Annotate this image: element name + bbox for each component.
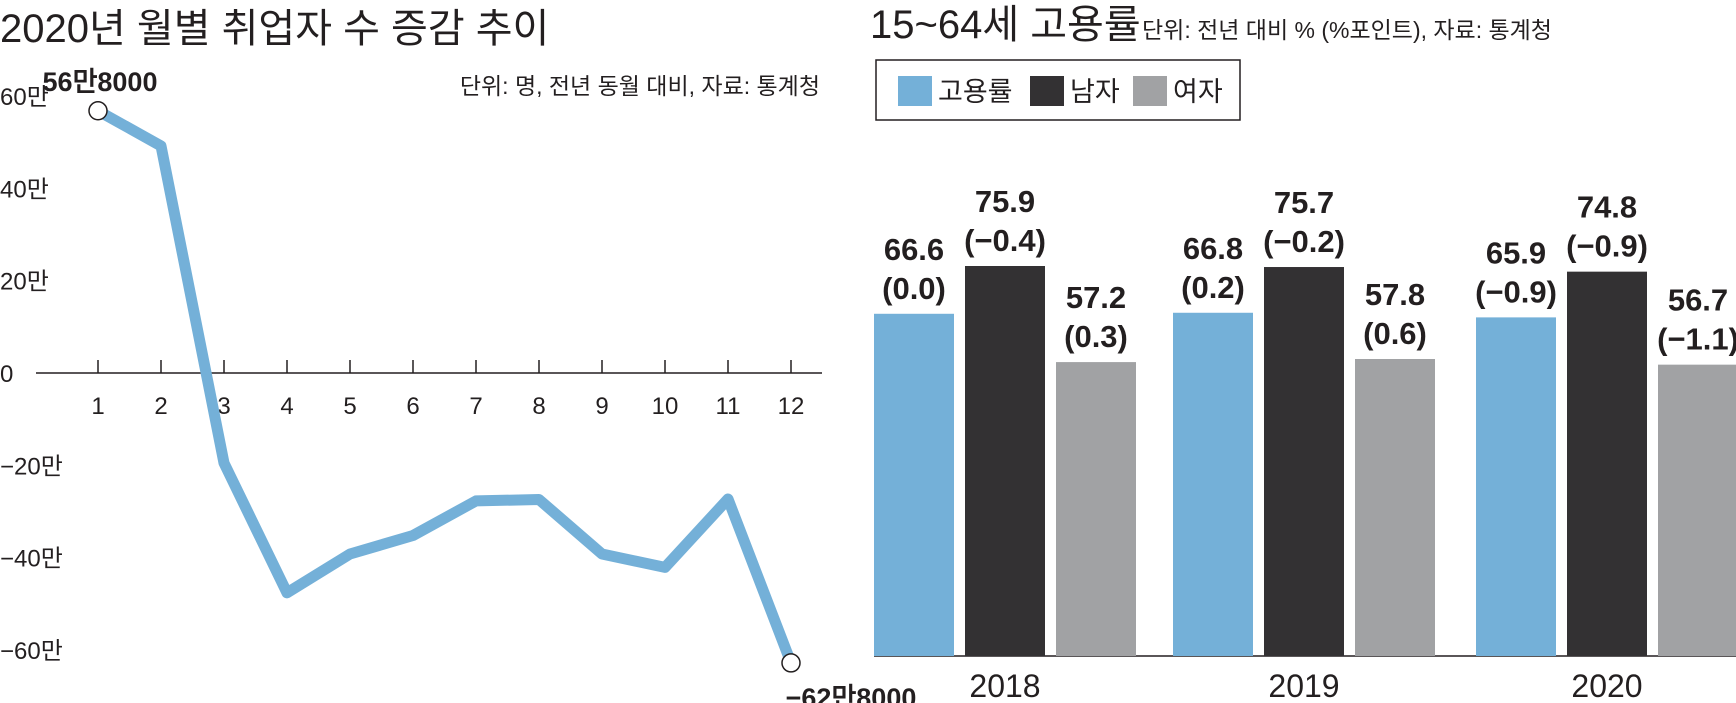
- bar: [874, 313, 954, 656]
- y-tick-label: −60만: [0, 638, 63, 665]
- line-chart-endpoint-markers: [88, 101, 801, 673]
- y-tick-label: 60만: [0, 84, 49, 111]
- x-tick-label: 9: [595, 393, 608, 420]
- x-tick-label: 3: [217, 393, 230, 420]
- y-tick-label: −40만: [0, 546, 63, 573]
- x-tick-label: 7: [469, 393, 482, 420]
- x-tick-label: 11: [716, 393, 741, 420]
- y-tick-label: 40만: [0, 176, 49, 203]
- bar: [1567, 271, 1647, 656]
- bar-chart-title: 15~64세 고용률: [870, 3, 1141, 47]
- line-chart-subtitle: 단위: 명, 전년 동월 대비, 자료: 통계청: [460, 73, 820, 99]
- legend-label: 고용률: [938, 77, 1013, 107]
- y-tick-label: 0: [0, 361, 13, 388]
- bar: [1264, 267, 1344, 656]
- bar-change-label: (0.3): [1064, 319, 1128, 354]
- legend-swatch: [898, 76, 932, 106]
- y-tick-label: −20만: [0, 453, 63, 480]
- x-tick-label: 8: [532, 393, 545, 420]
- bar: [1476, 317, 1556, 656]
- bar-value-label: 56.7: [1668, 283, 1728, 318]
- bar-value-label: 75.9: [975, 184, 1035, 219]
- category-label: 2020: [1571, 668, 1642, 703]
- bar-change-label: (−0.4): [964, 223, 1046, 258]
- bar-value-label: 75.7: [1274, 185, 1334, 220]
- line-chart: 2020년 월별 취업자 수 증감 추이 단위: 명, 전년 동월 대비, 자료…: [0, 7, 916, 703]
- bar-chart-legend: 고용률 남자 여자: [875, 59, 1241, 121]
- bar: [1658, 364, 1736, 656]
- y-tick-label: 20만: [0, 269, 49, 296]
- line-chart-title: 2020년 월별 취업자 수 증감 추이: [0, 7, 549, 51]
- bar: [1056, 362, 1136, 656]
- bar-value-label: 65.9: [1486, 235, 1546, 270]
- x-tick-label: 5: [343, 393, 356, 420]
- bar: [1355, 359, 1435, 656]
- bar-value-label: 57.2: [1066, 280, 1126, 315]
- endpoint-marker: [88, 101, 108, 121]
- bar-chart-bars: 66.6 (0.0) 75.9 (−0.4) 57.2 (0.3) 66.8 (0.2) 75.…: [874, 184, 1736, 656]
- bar-change-label: (−1.1): [1657, 322, 1736, 357]
- value-annotation: −62만8000: [786, 683, 917, 703]
- bar-change-label: (0.2): [1181, 270, 1245, 305]
- series-line: [92, 105, 797, 669]
- bar: [1173, 312, 1253, 656]
- x-tick-label: 12: [778, 393, 805, 420]
- bar-change-label: (0.0): [882, 271, 946, 306]
- x-tick-label: 6: [406, 393, 419, 420]
- x-tick-label: 4: [280, 393, 293, 420]
- x-tick-label: 10: [652, 393, 679, 420]
- bar-value-label: 57.8: [1365, 277, 1425, 312]
- bar-chart: 15~64세 고용률 단위: 전년 대비 % (%포인트), 자료: 통계청 고…: [870, 3, 1736, 703]
- bar-change-label: (−0.9): [1566, 229, 1648, 264]
- value-annotation: 56만8000: [43, 67, 158, 97]
- endpoint-marker: [781, 653, 801, 673]
- x-tick-label: 2: [154, 393, 167, 420]
- bar-value-label: 74.8: [1577, 190, 1637, 225]
- category-label: 2018: [969, 668, 1040, 703]
- legend-label: 여자: [1173, 77, 1223, 107]
- category-label: 2019: [1268, 668, 1339, 703]
- bar-chart-category-labels: 2018 2019 2020: [969, 668, 1642, 703]
- legend-swatch: [1030, 76, 1064, 106]
- bar-change-label: (−0.2): [1263, 224, 1345, 259]
- bar-value-label: 66.8: [1183, 231, 1243, 266]
- bar: [965, 266, 1045, 656]
- line-chart-annotations: 56만8000 −62만8000: [43, 67, 917, 703]
- x-tick-label: 1: [91, 393, 104, 420]
- legend-swatch: [1133, 76, 1167, 106]
- bar-chart-subtitle: 단위: 전년 대비 % (%포인트), 자료: 통계청: [1142, 17, 1552, 43]
- line-chart-x-ticks: 1 2 3 4 5 6 7 8 9 10 11 12: [91, 360, 804, 420]
- bar-change-label: (−0.9): [1475, 274, 1557, 309]
- bar-change-label: (0.6): [1363, 316, 1427, 351]
- legend-label: 남자: [1070, 77, 1120, 107]
- line-chart-y-ticks: 60만 40만 20만 0 −20만 −40만 −60만: [0, 84, 63, 665]
- bar-value-label: 66.6: [884, 232, 944, 267]
